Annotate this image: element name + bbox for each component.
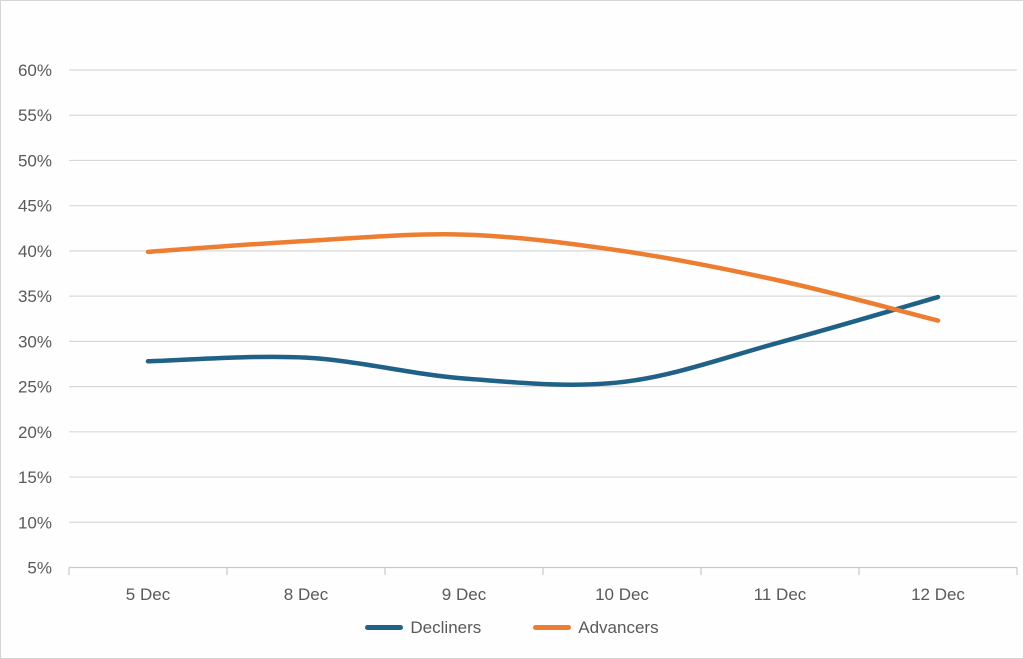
x-axis-label: 8 Dec bbox=[284, 585, 329, 604]
series-line-decliners bbox=[145, 294, 941, 387]
y-axis-label: 60% bbox=[18, 61, 52, 80]
legend-label-decliners: Decliners bbox=[410, 618, 482, 637]
chart-legend: Decliners Advancers bbox=[1, 619, 1023, 636]
y-axis-label: 25% bbox=[18, 378, 52, 397]
legend-item-advancers: Advancers bbox=[533, 618, 659, 637]
series-line-advancers bbox=[145, 232, 941, 323]
y-axis-label: 20% bbox=[18, 423, 52, 442]
y-axis-label: 55% bbox=[18, 106, 52, 125]
y-axis-label: 50% bbox=[18, 151, 52, 170]
y-axis-label: 30% bbox=[18, 332, 52, 351]
advancers-line-swatch-icon bbox=[533, 625, 572, 630]
y-axis-label: 40% bbox=[18, 242, 52, 261]
chart-canvas: 5% 10% 15% 20% 25% 30% 35% 40% 45% 50% 55% 60% 5 Dec… bbox=[18, 61, 1018, 604]
legend-label-advancers: Advancers bbox=[578, 618, 659, 637]
x-axis-label: 11 Dec bbox=[754, 585, 807, 604]
y-axis-label: 35% bbox=[18, 287, 52, 306]
legend-item-decliners: Decliners bbox=[365, 619, 481, 636]
x-axis-label: 9 Dec bbox=[442, 585, 487, 604]
y-axis-label: 45% bbox=[18, 197, 52, 216]
y-axis-label: 15% bbox=[18, 468, 52, 487]
decliners-line-swatch-icon bbox=[365, 625, 404, 630]
x-axis-label: 12 Dec bbox=[911, 585, 965, 604]
x-axis-label: 5 Dec bbox=[126, 585, 171, 604]
y-axis-label: 5% bbox=[27, 559, 52, 578]
x-axis-label: 10 Dec bbox=[595, 585, 649, 604]
y-axis-label: 10% bbox=[18, 513, 52, 532]
